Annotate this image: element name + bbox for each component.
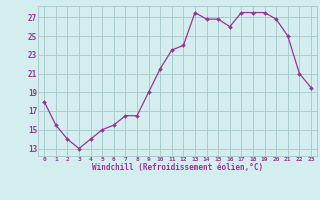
X-axis label: Windchill (Refroidissement éolien,°C): Windchill (Refroidissement éolien,°C) <box>92 163 263 172</box>
